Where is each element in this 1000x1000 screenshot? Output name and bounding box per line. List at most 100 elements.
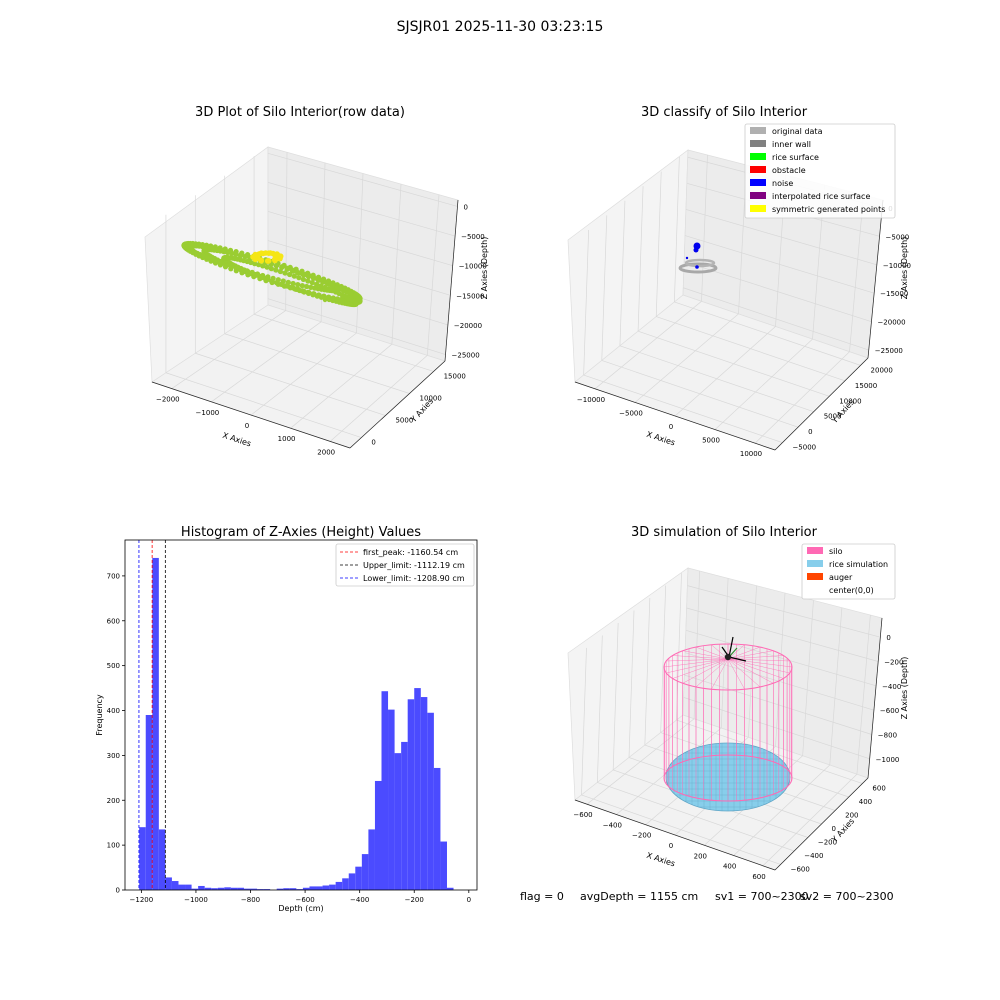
histogram-bar: [263, 889, 271, 890]
raw-point: [318, 283, 324, 289]
histogram-bar: [139, 827, 146, 890]
simulation-legend-label: silo: [829, 547, 843, 556]
classify-legend-label: interpolated rice surface: [772, 192, 870, 201]
histogram-bars: [139, 557, 454, 890]
cls-y-tick-label: 10000: [839, 397, 861, 405]
classify-legend-box: [744, 123, 896, 219]
raw-yellow-point: [272, 257, 278, 264]
histogram-x-tick-label: −600: [295, 896, 314, 904]
simulation-x-axis-label: X Axies: [645, 851, 676, 869]
histogram-x-tick-label: −1000: [184, 896, 208, 904]
raw-z-tick-label: 0: [463, 203, 467, 211]
cls-x-tick-label: 0: [669, 423, 673, 431]
raw-point: [264, 264, 270, 270]
raw-point: [256, 273, 262, 279]
cls-z-tick-label: −5000: [886, 233, 910, 241]
panel-3d-simulation: 3D simulation of Silo Interior −600 −400 −…: [567, 525, 909, 881]
raw-point: [297, 287, 303, 294]
classify-noise-point: [693, 247, 699, 253]
sim-z-tick-label: −400: [882, 683, 901, 691]
sim-x-tick-label: 0: [669, 842, 673, 850]
histogram-bar: [381, 691, 389, 890]
sim-x-tick-label: 400: [723, 863, 736, 871]
histogram-bar: [257, 889, 264, 890]
raw-point: [256, 262, 262, 268]
raw-point: [210, 246, 216, 252]
cls-x-tick-label: −10000: [577, 396, 605, 404]
sim-y-tick-label: −200: [818, 838, 837, 846]
raw-point: [299, 283, 305, 289]
sim-z-tick-label: −1000: [876, 756, 900, 764]
simulation-z-axis-label: Z Axies (Depth): [900, 657, 909, 720]
cls-y-tick-label: 5000: [824, 413, 842, 421]
histogram-bar: [401, 741, 408, 890]
cls-y-tick-label: 0: [808, 428, 812, 436]
raw-point: [296, 275, 302, 281]
classify-legend-swatch: [750, 140, 766, 147]
raw-z-tick-label: −5000: [461, 233, 485, 241]
raw-gridlines: [165, 152, 458, 442]
histogram-bar: [158, 829, 166, 890]
raw-point: [268, 266, 274, 272]
raw-point: [353, 300, 359, 306]
simulation-legend-box: [801, 543, 896, 600]
simulation-auger: [721, 636, 747, 662]
simulation-legend-label: center(0,0): [829, 586, 874, 595]
histogram-bar: [433, 767, 441, 890]
raw-point: [357, 298, 363, 304]
histogram-bar: [178, 884, 186, 890]
raw-point: [279, 264, 285, 270]
simulation-legend-label: rice simulation: [829, 560, 888, 569]
classify-noise-point-3: [685, 256, 689, 260]
raw-point: [214, 246, 220, 253]
simulation-legend-label: auger: [829, 573, 853, 582]
raw-point: [314, 281, 320, 287]
histogram-bar: [243, 888, 251, 890]
sim-y-tick-label: 600: [872, 785, 885, 793]
histogram-bar: [230, 887, 238, 890]
raw-plot-title: 3D Plot of Silo Interior(row data): [195, 105, 405, 120]
raw-point: [298, 270, 304, 276]
histogram-bar: [374, 780, 382, 890]
raw-point: [260, 275, 266, 281]
cls-x-tick-label: −5000: [619, 409, 643, 417]
classify-plot-title: 3D classify of Silo Interior: [641, 105, 808, 120]
histogram-bar: [440, 841, 447, 890]
histogram-y-axis-label: Frequency: [95, 694, 104, 736]
raw-yellow-point: [258, 250, 265, 256]
sim-z-tick-label: 0: [886, 634, 890, 642]
raw-point: [238, 252, 244, 258]
raw-point: [274, 262, 280, 268]
raw-y-tick-label: 15000: [444, 372, 466, 380]
raw-point: [304, 283, 310, 290]
status-sv2: sv2 = 700~2300: [800, 890, 894, 903]
histogram-bar: [407, 699, 415, 890]
histogram-bar: [368, 829, 375, 890]
histogram-bar: [217, 887, 225, 890]
sim-z-tick-label: −200: [884, 659, 903, 667]
sim-x-tick-label: 600: [752, 873, 765, 881]
raw-x-tick-label: 2000: [317, 448, 335, 456]
raw-point: [215, 259, 222, 265]
classify-legend-label: rice surface: [772, 153, 819, 162]
raw-point: [265, 276, 271, 282]
histogram-bar: [316, 886, 323, 890]
histogram-frame: [124, 539, 478, 891]
simulation-legend-swatch: [807, 560, 823, 567]
histogram-bar: [204, 887, 212, 890]
histogram-bar: [427, 712, 434, 890]
histogram-bar: [185, 884, 192, 890]
cls-z-tick-label: −25000: [875, 347, 903, 355]
raw-point: [322, 297, 328, 303]
simulation-silo-bottom: [663, 754, 793, 802]
raw-point: [314, 293, 320, 299]
simulation-silo-wireframe: [663, 643, 793, 802]
histogram-legend-label: Lower_limit: -1208.90 cm: [363, 574, 465, 583]
raw-z-tick-label: −25000: [452, 352, 480, 360]
histogram-bar: [224, 887, 231, 890]
histogram-bar: [237, 887, 244, 890]
histogram-bar: [283, 888, 290, 890]
raw-point: [306, 290, 312, 296]
histogram-x-tick-label: 0: [467, 896, 471, 904]
classify-noise-point-2: [695, 265, 699, 269]
